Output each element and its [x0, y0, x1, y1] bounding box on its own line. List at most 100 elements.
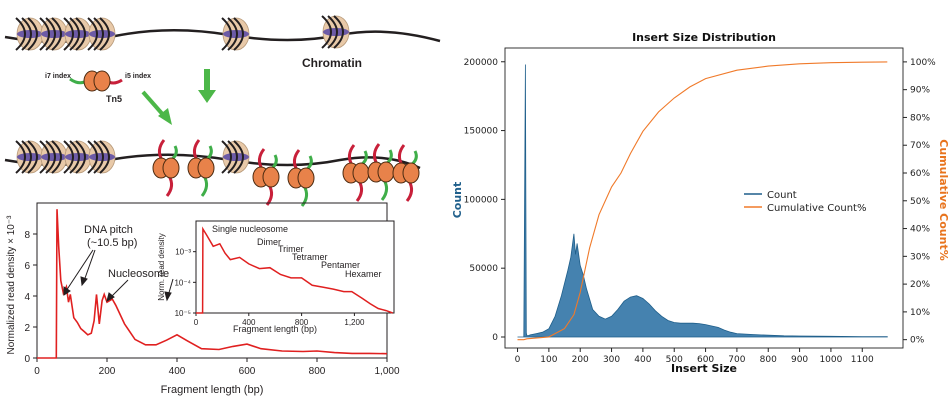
tn5-bound-icon	[252, 148, 280, 206]
insert-size-title: Insert Size Distribution	[632, 31, 776, 44]
x-tick-label: 800	[295, 318, 309, 327]
y2-tick-label: 30%	[910, 252, 930, 262]
tn5-insertion-group	[152, 139, 420, 207]
insert-size-x-ticks: 0 100 200 300 400 500 600 700 800 900 1000 1100	[515, 348, 874, 365]
y-tick-label: 4	[24, 292, 30, 303]
x-tick-label: 700	[728, 355, 745, 365]
nucleosome-bottom	[221, 140, 250, 174]
nucleosome-top	[87, 17, 116, 51]
x-tick-label: 200	[572, 355, 589, 365]
density-inset-chart: 0 400 800 1,200 10⁻⁵ 10⁻⁴ 10⁻³ Fragment lengt…	[157, 220, 395, 334]
y-tick-label: 150000	[464, 127, 499, 137]
y-tick-label: 10⁻⁴	[174, 278, 191, 287]
density-x-ticks: 0 200 400 600 800 1,000	[34, 358, 400, 377]
x-tick-label: 400	[242, 318, 256, 327]
x-tick-label: 1100	[851, 355, 874, 365]
x-tick-label: 300	[603, 355, 620, 365]
inset-label-trimer: Trimer	[278, 244, 304, 254]
inset-series-line	[196, 226, 393, 314]
x-tick-label: 800	[309, 366, 326, 377]
insert-size-chart: Insert Size Distribution 0 100 200 300 400 50…	[451, 31, 948, 375]
nucleosome-top	[321, 15, 350, 49]
x-tick-label: 600	[239, 366, 256, 377]
nucleosome-annotation: Nucleosome	[108, 268, 169, 280]
inset-x-ticks: 0 400 800 1,200	[194, 313, 365, 327]
y-tick-label: 8	[24, 230, 30, 241]
inset-label-tetramer: Tetramer	[292, 252, 328, 262]
y2-tick-label: 60%	[910, 169, 930, 179]
tn5-bound-icon	[367, 143, 395, 201]
x-tick-label: 400	[169, 366, 186, 377]
y2-tick-label: 50%	[910, 197, 930, 207]
nucleosome-bottom	[63, 140, 92, 174]
x-tick-label: 1,000	[374, 366, 399, 377]
density-chart: 0 200 400 600 800 1,000 0 2 4 6 8 Fragment length…	[6, 202, 400, 396]
x-tick-label: 600	[697, 355, 714, 365]
nucleosome-bottom	[39, 140, 68, 174]
y-tick-label: 0	[24, 354, 30, 365]
x-tick-label: 1,200	[344, 318, 365, 327]
legend-count-label: Count	[767, 190, 797, 201]
inset-x-axis-label: Fragment length (bp)	[233, 324, 317, 334]
i7-index-label: i7 index	[45, 73, 71, 80]
insert-size-plot-area	[504, 47, 904, 349]
dna-pitch-period-annotation: (~10.5 bp)	[87, 237, 137, 249]
inset-y-axis-label: Norm. read density	[157, 233, 166, 301]
x-tick-label: 200	[99, 366, 116, 377]
inset-y-ticks: 10⁻⁵ 10⁻⁴ 10⁻³	[174, 248, 196, 318]
tn5-label: Tn5	[106, 94, 122, 104]
density-x-axis-label: Fragment length (bp)	[161, 384, 264, 396]
nucleosome-top	[15, 17, 44, 51]
insert-size-y-ticks: 0 50000 100000 150000 200000	[464, 58, 505, 343]
x-tick-label: 1000	[819, 355, 842, 365]
annotation-arrows	[63, 249, 174, 303]
y2-tick-label: 40%	[910, 225, 930, 235]
density-y-axis-label: Normalized read density × 10⁻³	[6, 215, 17, 355]
x-tick-label: 0	[194, 318, 199, 327]
x-tick-label: 400	[634, 355, 651, 365]
tn5-bound-icon	[187, 139, 215, 197]
inset-label-dimer: Dimer	[257, 237, 281, 247]
inset-label-hexamer: Hexamer	[345, 269, 382, 279]
x-tick-label: 100	[540, 355, 557, 365]
density-y-ticks: 0 2 4 6 8	[24, 230, 37, 365]
cumulative-y-axis-label: Cumulative Count%	[937, 139, 948, 260]
tn5-bound-icon	[392, 144, 420, 202]
y-tick-label: 10⁻⁵	[175, 309, 191, 318]
insert-size-legend: Count Cumulative Count%	[744, 190, 866, 214]
tn5-complex: i7 index i5 index Tn5	[45, 70, 151, 104]
y-tick-label: 2	[24, 323, 30, 334]
nucleosome-top	[63, 17, 92, 51]
y-tick-label: 0	[492, 333, 498, 343]
tn5-bound-icon	[152, 139, 180, 197]
x-tick-label: 0	[34, 366, 40, 377]
insert-size-y2-ticks: 0% 10% 20% 30% 40% 50% 60% 70% 80% 90% 100%	[903, 58, 936, 346]
dna-pitch-annotation: DNA pitch	[84, 224, 133, 236]
y2-tick-label: 10%	[910, 308, 930, 318]
x-tick-label: 0	[515, 355, 521, 365]
y2-tick-label: 70%	[910, 141, 930, 151]
count-area-fill	[517, 64, 888, 338]
insert-size-x-axis-label: Insert Size	[671, 362, 737, 375]
y-tick-label: 100000	[464, 195, 499, 205]
density-series-line	[37, 209, 388, 359]
y2-tick-label: 80%	[910, 113, 930, 123]
tn5-monomer-right	[93, 70, 111, 92]
nucleosome-group-top	[15, 15, 350, 51]
tn5-bound-icon	[287, 149, 315, 207]
arrow-down-icon	[198, 69, 216, 103]
inset-label-single-nucleosome: Single nucleosome	[212, 224, 288, 234]
nucleosome-bottom	[87, 140, 116, 174]
y-tick-label: 50000	[469, 264, 498, 274]
tn5-bound-icon	[342, 144, 370, 202]
y2-tick-label: 20%	[910, 280, 930, 290]
legend-cumulative-label: Cumulative Count%	[767, 203, 866, 214]
nucleosome-top	[39, 17, 68, 51]
x-tick-label: 500	[666, 355, 683, 365]
arrow-icon	[141, 90, 172, 125]
cumulative-line	[517, 61, 888, 341]
y-tick-label: 200000	[464, 58, 499, 68]
count-y-axis-label: Count	[451, 182, 464, 219]
